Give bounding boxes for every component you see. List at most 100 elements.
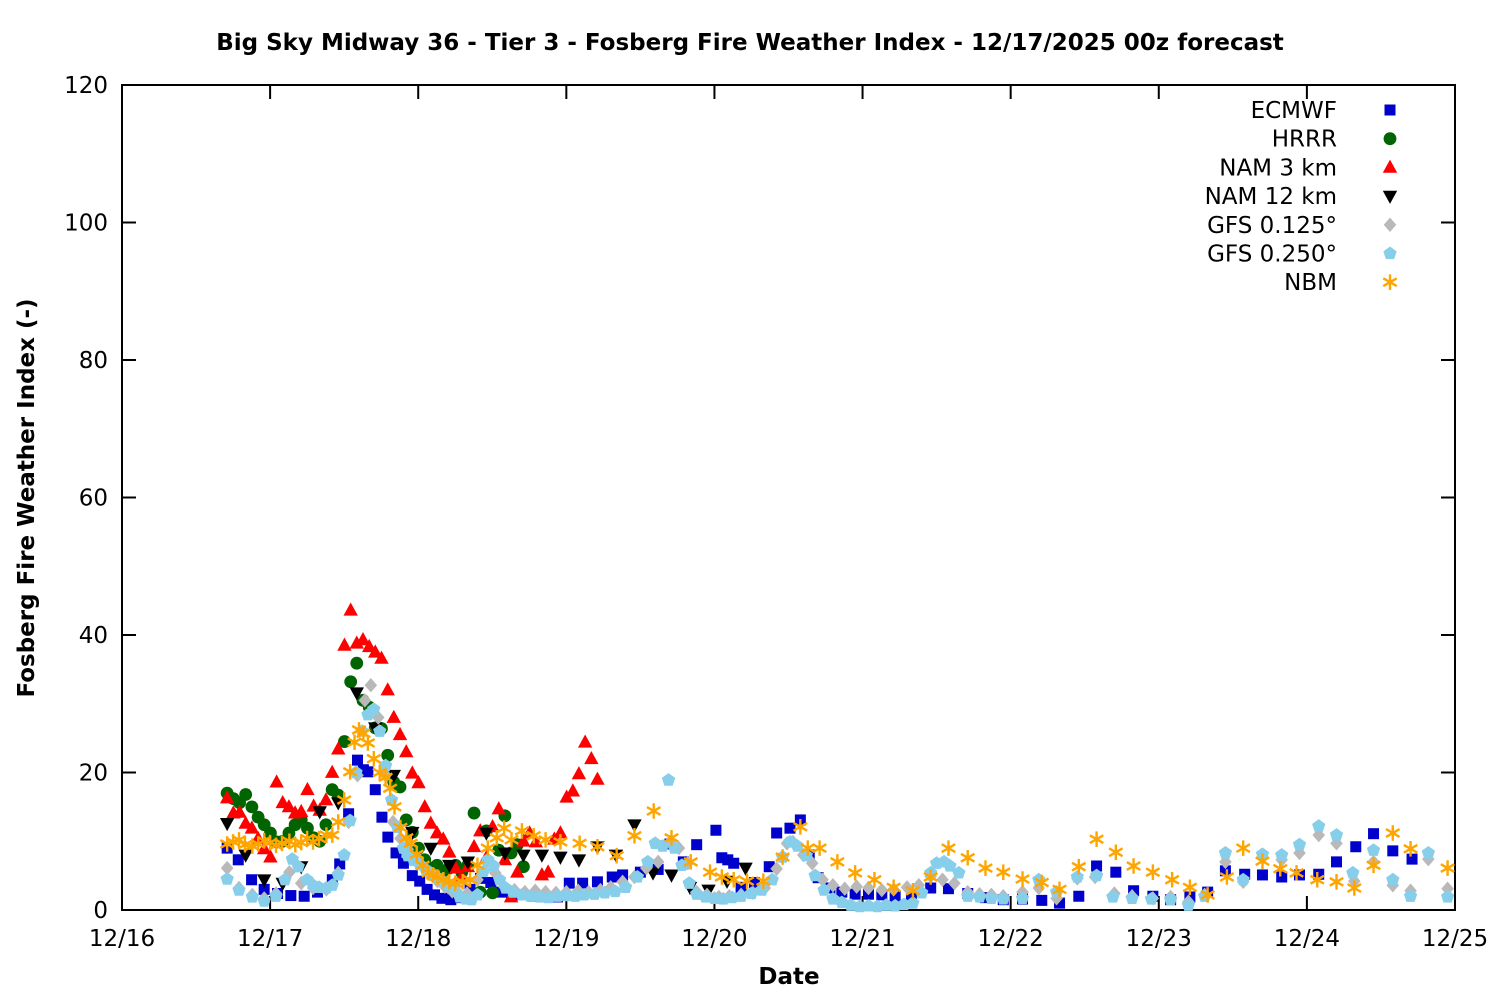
data-point (608, 884, 622, 898)
data-point (591, 876, 603, 888)
data-point (369, 784, 381, 796)
data-point (347, 734, 362, 751)
x-tick-label: 12/21 (829, 926, 895, 952)
data-point (442, 844, 457, 858)
data-point (417, 799, 432, 813)
data-point (349, 765, 363, 779)
data-point (1385, 825, 1401, 841)
data-point (442, 859, 457, 874)
data-point (1403, 841, 1418, 857)
data-point (550, 889, 565, 902)
data-point (393, 780, 407, 794)
data-point (533, 889, 547, 903)
data-point (360, 735, 376, 751)
data-point (995, 864, 1011, 880)
data-point (800, 840, 816, 856)
series-gfs-0-125- (220, 677, 1454, 909)
data-point (534, 849, 550, 863)
data-point (448, 860, 463, 874)
data-point (470, 857, 485, 874)
data-point (1329, 828, 1344, 841)
data-point (1236, 872, 1250, 886)
data-point (460, 856, 476, 870)
data-point (609, 847, 625, 864)
data-point (436, 831, 451, 845)
data-point (423, 815, 439, 829)
legend-label: ECMWF (1251, 98, 1337, 124)
data-point (925, 882, 937, 894)
data-point (219, 790, 235, 804)
data-point (358, 693, 372, 708)
data-point (943, 859, 957, 872)
data-point (571, 854, 587, 868)
data-point (436, 892, 448, 904)
data-point (1403, 889, 1418, 902)
data-point (291, 859, 305, 873)
series-nam-3-km (219, 602, 605, 903)
data-point (319, 818, 333, 832)
data-point (1106, 889, 1120, 903)
data-point (765, 872, 779, 886)
data-point (244, 820, 260, 834)
data-point (912, 878, 926, 893)
data-point (577, 887, 591, 901)
data-point (470, 887, 485, 901)
y-tick-label: 100 (64, 211, 108, 237)
y-tick-label: 80 (79, 348, 108, 374)
x-tick-label: 12/20 (681, 926, 747, 952)
data-point (374, 650, 389, 664)
data-point (630, 870, 645, 883)
data-point (984, 891, 999, 904)
data-point (675, 858, 689, 871)
legend-label: GFS 0.125° (1207, 213, 1337, 239)
data-point (1070, 870, 1084, 883)
data-point (497, 847, 513, 861)
data-point (231, 832, 247, 848)
data-point (707, 891, 722, 904)
data-point (1256, 869, 1268, 881)
data-point (577, 877, 589, 889)
data-point (661, 773, 676, 786)
data-point (852, 899, 867, 913)
data-point (539, 884, 552, 900)
data-point (538, 832, 553, 848)
legend-label: NAM 3 km (1219, 155, 1337, 181)
data-point (298, 890, 310, 902)
data-point (355, 632, 371, 646)
data-point (748, 877, 760, 888)
data-point (771, 827, 783, 839)
data-point (337, 848, 351, 861)
data-point (808, 868, 822, 882)
data-point (1089, 831, 1104, 847)
data-point (816, 872, 829, 887)
data-point (861, 898, 876, 912)
data-point (386, 709, 401, 723)
data-point (406, 870, 418, 882)
data-point (514, 823, 530, 839)
data-point (755, 883, 769, 896)
legend-item-hrrr: HRRR (1272, 127, 1397, 153)
data-point (269, 774, 284, 788)
data-point (941, 840, 956, 856)
data-point (948, 875, 961, 891)
data-point (1309, 871, 1325, 888)
data-point (1329, 874, 1344, 890)
data-point (232, 854, 244, 866)
data-point (312, 806, 327, 820)
data-point (382, 831, 394, 843)
data-point (331, 741, 346, 755)
x-tick-label: 12/24 (1274, 926, 1340, 952)
data-point (1054, 897, 1066, 909)
data-point (1218, 845, 1233, 859)
data-point (641, 854, 655, 868)
data-point (1368, 828, 1380, 840)
data-point (1383, 217, 1397, 232)
data-point (577, 734, 593, 748)
data-point (423, 842, 439, 856)
data-point (324, 827, 340, 843)
data-point (246, 874, 258, 886)
data-point (285, 890, 297, 902)
data-point (1125, 891, 1139, 904)
data-point (491, 801, 506, 815)
